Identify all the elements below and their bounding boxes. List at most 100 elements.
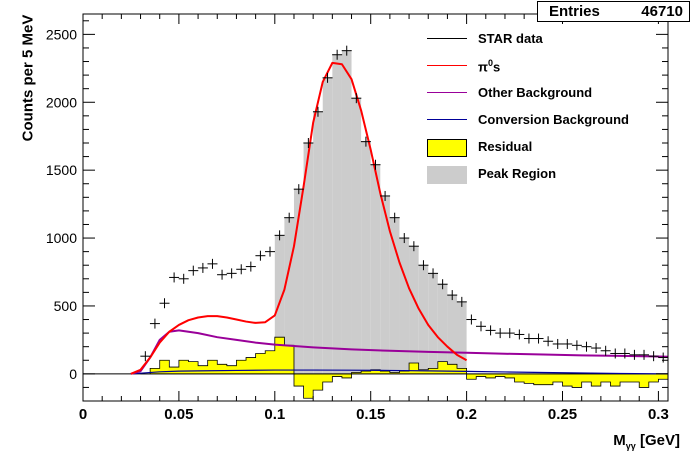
peak-region-bar (457, 301, 467, 374)
star-data-point (380, 190, 391, 201)
star-data-point (245, 261, 256, 272)
peak-region-bar (341, 50, 352, 374)
star-data-point (389, 212, 400, 223)
legend-pi0: π0s (425, 55, 675, 79)
star-data-point (207, 258, 218, 269)
star-data-point (437, 279, 448, 290)
x-tick-label: 0.25 (548, 406, 577, 423)
star-data-point (591, 343, 602, 354)
peak-region-bar (428, 273, 438, 374)
star-data-point (514, 329, 525, 340)
peak-region-bar (437, 284, 448, 374)
y-tick-label: 1000 (46, 230, 77, 246)
legend-label-other-bg: Other Background (478, 85, 593, 100)
y-tick-label: 500 (54, 298, 78, 314)
star-data-point (543, 336, 554, 347)
star-data-point (447, 290, 458, 301)
star-data-point (581, 341, 592, 352)
y-tick-label: 2500 (46, 26, 77, 42)
star-data-point (533, 333, 544, 344)
conv-bg-swatch (427, 119, 467, 120)
star-data-point (418, 260, 429, 271)
star-data-point (648, 351, 659, 362)
star-data-point (523, 333, 534, 344)
stats-box: Entries 46710 (537, 1, 690, 22)
star-data-point (178, 273, 189, 284)
star-data-point (370, 159, 381, 170)
legend-conv-bg: Conversion Background (425, 109, 675, 133)
peak-region-bar (370, 164, 381, 374)
star-data-point (466, 314, 477, 325)
y-tick-label: 1500 (46, 162, 77, 178)
star-data-point (293, 184, 304, 195)
y-tick-label: 0 (69, 366, 77, 382)
stats-label: Entries (549, 3, 600, 20)
star-data-point (495, 328, 506, 339)
star-data-point (456, 296, 467, 307)
legend-label-conv-bg: Conversion Background (478, 112, 629, 127)
stats-value: 46710 (641, 3, 683, 20)
peak-region-bar (332, 54, 342, 374)
star-data-point (274, 230, 285, 241)
star-data-point (351, 93, 362, 104)
x-tick-label: 0 (79, 406, 87, 423)
star-data-point (475, 321, 486, 332)
peak-region-bar (399, 238, 410, 374)
other-bg-swatch (427, 92, 467, 93)
peak-region-bar (293, 189, 304, 374)
peak-region-swatch (427, 166, 467, 184)
star-data-point (332, 49, 343, 60)
legend-other-bg: Other Background (425, 82, 675, 106)
star-data-point (312, 106, 323, 117)
star-data-point (504, 328, 515, 339)
y-axis-title: Counts per 5 MeV (19, 14, 37, 142)
star-data-point (265, 246, 276, 257)
star-data-point (284, 212, 295, 223)
pi0-curve (130, 61, 468, 375)
peak-region-bar (418, 265, 429, 374)
star-data-point (159, 298, 170, 309)
star-data-swatch (427, 38, 467, 39)
star-data-point (552, 338, 563, 349)
x-tick-label: 0.1 (264, 406, 285, 423)
pi0-swatch (427, 65, 467, 66)
star-data-point (255, 250, 266, 261)
conversion-background-curve (130, 369, 668, 375)
residual-swatch (427, 139, 467, 157)
star-data-point (639, 349, 650, 360)
x-tick-label: 0.05 (164, 406, 193, 423)
peak-region-bar (447, 295, 458, 374)
x-tick-label: 0.15 (356, 406, 385, 423)
star-data-point (226, 268, 237, 279)
star-data-point (485, 325, 496, 336)
star-data-point (360, 136, 371, 147)
peak-region-bar (361, 141, 371, 374)
peak-region-bar (313, 111, 323, 374)
y-tick-label: 2000 (46, 94, 77, 110)
star-data-point (408, 241, 419, 252)
star-data-point (197, 262, 208, 273)
star-data-point (658, 352, 669, 363)
peak-region-bar (303, 143, 314, 374)
x-tick-label: 0.2 (456, 406, 477, 423)
star-data-point (149, 318, 160, 329)
x-axis-title: Mγγ [GeV] (613, 432, 680, 451)
peak-region-bar (380, 195, 390, 374)
star-data-point (236, 264, 247, 275)
legend-residual: Residual (425, 136, 675, 160)
legend-label-pi0: π0s (478, 58, 501, 75)
star-data-point (217, 269, 228, 280)
star-data-point (322, 72, 333, 83)
star-data-point (562, 338, 573, 349)
star-data-point (629, 349, 640, 360)
star-data-point (571, 340, 582, 351)
peak-region-bar (409, 246, 419, 374)
star-data-point (140, 351, 151, 362)
legend-peak-region: Peak Region (425, 163, 675, 187)
x-tick-label: 0.3 (648, 406, 669, 423)
legend-label-star-data: STAR data (478, 31, 543, 46)
legend-star-data: STAR data (425, 28, 675, 52)
star-data-point (399, 233, 410, 244)
star-data-point (341, 45, 352, 56)
